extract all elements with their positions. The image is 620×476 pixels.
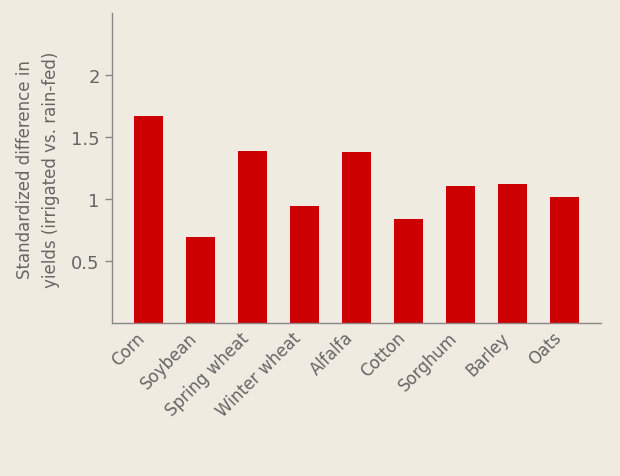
Bar [551, 198, 579, 324]
Bar [238, 152, 267, 324]
Bar [342, 153, 371, 324]
Bar [134, 117, 162, 324]
Bar [186, 237, 215, 324]
Bar [290, 206, 319, 324]
Bar [446, 186, 475, 324]
Y-axis label: Standardized difference in
yields (irrigated vs. rain-fed): Standardized difference in yields (irrig… [16, 51, 60, 287]
Bar [498, 185, 527, 324]
Bar [394, 220, 423, 324]
